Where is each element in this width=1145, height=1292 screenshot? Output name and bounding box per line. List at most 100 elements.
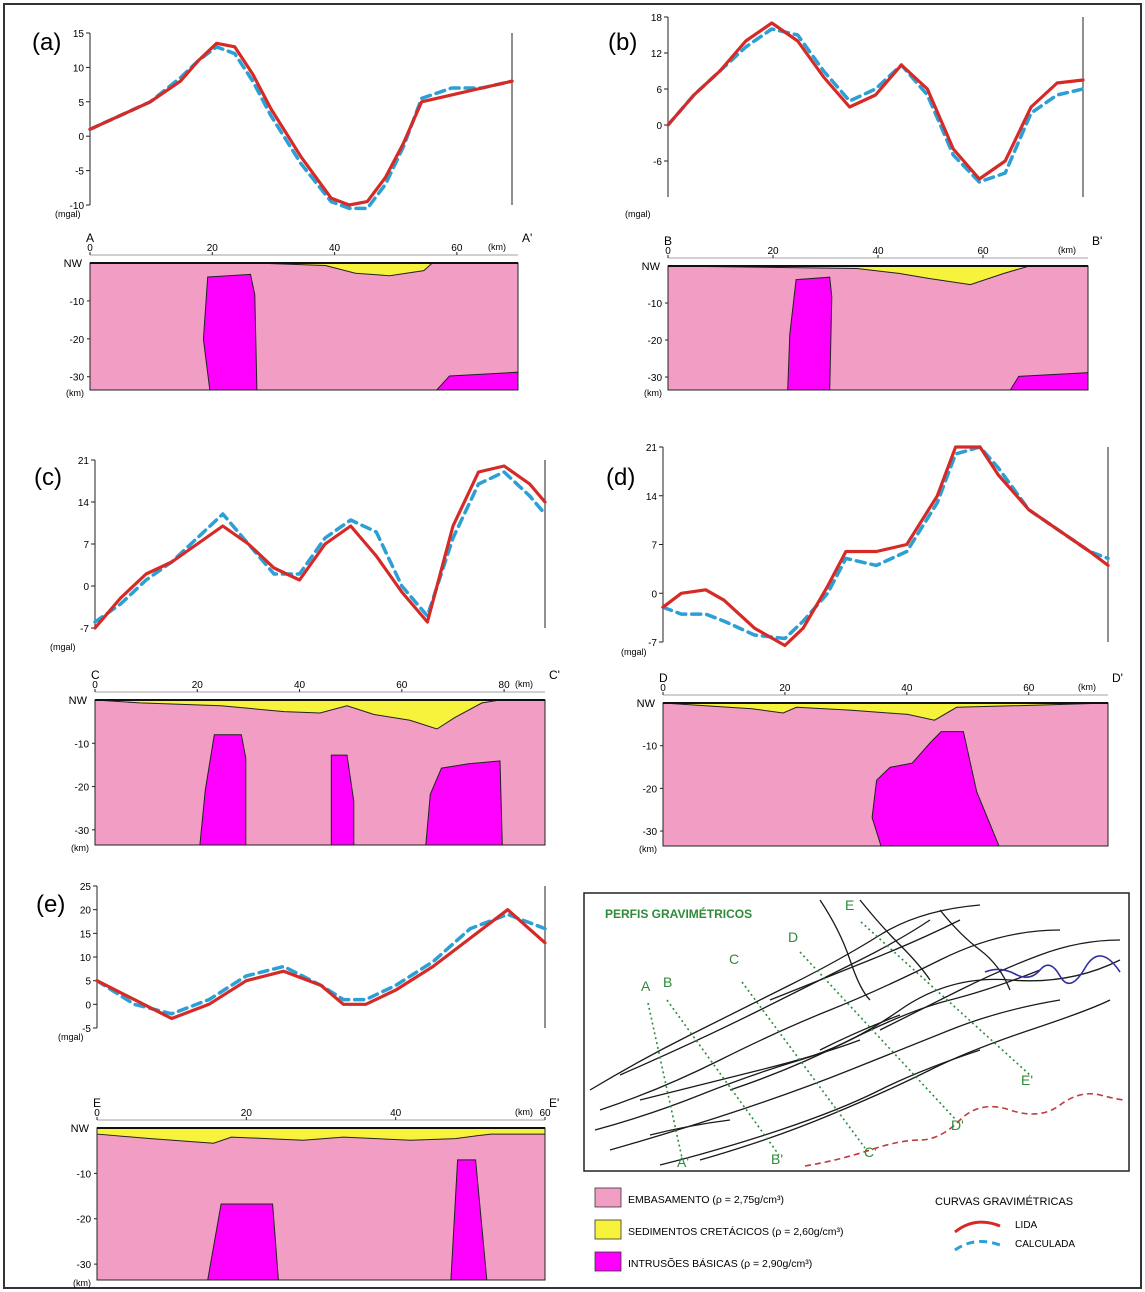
depth-unit-label: (km) [644, 388, 662, 398]
depth-tick-label: -20 [648, 336, 663, 347]
profile-start-label: A [86, 231, 94, 245]
y-tick-label: 10 [73, 63, 85, 74]
y-tick-label: 7 [83, 540, 89, 551]
fault-line [599, 929, 1061, 1111]
map-frame [583, 892, 1130, 1172]
y-tick-label: 15 [73, 29, 85, 40]
direction-label: NW [642, 261, 661, 273]
fault-line [609, 999, 1061, 1151]
y-tick-label: 14 [78, 498, 90, 509]
depth-tick-label: -10 [75, 739, 90, 750]
depth-tick-label: -30 [77, 1260, 92, 1271]
legend-label-intrusoes: INTRUSÕES BÁSICAS (ρ = 2,90g/cm³) [628, 1257, 812, 1270]
panel-label: (a) [32, 29, 61, 56]
y-tick-label: 20 [80, 906, 92, 917]
y-tick-label: 6 [656, 85, 662, 96]
panel-label: (d) [606, 464, 635, 491]
panel-label: (b) [608, 29, 637, 56]
legend-label-lida: LIDA [1015, 1220, 1038, 1231]
x-tick-label: 0 [660, 683, 666, 694]
x-tick-label: 20 [767, 246, 779, 257]
y-tick-label: -5 [82, 1024, 91, 1035]
y-tick-label: 0 [78, 132, 84, 143]
river-line [984, 955, 1121, 985]
map-profile-lines: A A' B B' C C' D D' E E' [641, 897, 1033, 1170]
profile-end-marker: B' [771, 1151, 783, 1167]
intrusao-body [450, 1159, 488, 1281]
x-tick-label: 20 [192, 680, 204, 691]
x-tick-label: 80 [499, 680, 511, 691]
profile-line [799, 951, 957, 1121]
profile-start-label: E [93, 1096, 101, 1110]
profile-line [666, 999, 780, 1156]
x-tick-label: 20 [779, 683, 791, 694]
fault-line [699, 999, 1111, 1161]
fault-line [589, 904, 981, 1091]
depth-unit-label: (km) [66, 388, 84, 398]
y-tick-label: 12 [651, 49, 663, 60]
y-tick-label: 0 [656, 121, 662, 132]
panel-c: (c) 21 14 7 0 -7 (mgal) 0 20 40 60 80 (km) C C' NW -10 -2… [34, 456, 560, 853]
direction-label: NW [637, 698, 656, 710]
depth-unit-label: (km) [639, 844, 657, 854]
y-tick-label: 10 [80, 953, 92, 964]
x-tick-label: 20 [207, 243, 219, 254]
location-map: PERFIS GRAVIMÉTRICOS A A' B B' C C' D D' E E' [583, 892, 1130, 1172]
y-tick-label: 0 [85, 1000, 91, 1011]
y-tick-label: 21 [78, 456, 90, 467]
x-tick-label: 0 [665, 246, 671, 257]
x-unit-label: (km) [488, 242, 506, 252]
profile-end-label: A' [522, 231, 532, 245]
map-fault-lines [589, 899, 1126, 1167]
legend-label-sedimentos: SEDIMENTOS CRETÁCICOS (ρ = 2,60g/cm³) [628, 1225, 844, 1238]
x-tick-label: 60 [539, 1108, 551, 1119]
legend-swatch-sedimentos [594, 1219, 622, 1240]
x-tick-label: 40 [872, 246, 884, 257]
legend: EMBASAMENTO (ρ = 2,75g/cm³) SEDIMENTOS C… [594, 1187, 1075, 1272]
fault-line [879, 939, 1121, 1031]
profile-end-marker: C' [864, 1144, 877, 1160]
x-tick-label: 60 [1023, 683, 1035, 694]
y-tick-label: 21 [646, 443, 658, 454]
depth-tick-label: -10 [648, 299, 663, 310]
y-tick-label: -6 [653, 157, 662, 168]
x-tick-label: 0 [94, 1108, 100, 1119]
fault-line [659, 1049, 981, 1166]
legend-label-calculada: CALCULADA [1015, 1239, 1075, 1250]
fault-line [819, 899, 871, 1001]
intrusao-body [787, 276, 833, 391]
depth-tick-label: -30 [648, 373, 663, 384]
legend-label-embasamento: EMBASAMENTO (ρ = 2,75g/cm³) [628, 1194, 784, 1206]
fault-line [769, 919, 961, 1001]
intrusao-body [330, 754, 355, 846]
intrusao-body [871, 731, 1000, 847]
x-tick-label: 0 [92, 680, 98, 691]
figure-frame [3, 3, 1142, 1289]
intrusao-body [202, 273, 258, 391]
fault-line [639, 1039, 861, 1101]
profile-start-marker: E [845, 897, 854, 913]
y-tick-label: 0 [83, 582, 89, 593]
x-tick-label: 40 [390, 1108, 402, 1119]
profile-end-marker: E' [1021, 1072, 1033, 1088]
intrusao-body [425, 760, 503, 846]
y-tick-label: 5 [85, 977, 91, 988]
profile-start-marker: A [641, 978, 651, 994]
x-tick-label: 60 [396, 680, 408, 691]
direction-label: NW [71, 1123, 90, 1135]
y-tick-label: 0 [651, 589, 657, 600]
y-axis-label: (mgal) [50, 642, 76, 652]
y-tick-label: -7 [80, 624, 89, 635]
x-tick-label: 40 [294, 680, 306, 691]
fault-line [859, 899, 931, 981]
panel-label: (c) [34, 464, 62, 491]
panel-label: (e) [36, 891, 65, 918]
direction-label: NW [64, 258, 83, 270]
series-line-lida [95, 908, 547, 1021]
depth-unit-label: (km) [71, 843, 89, 853]
depth-tick-label: -20 [75, 783, 90, 794]
profile-start-marker: B [663, 974, 672, 990]
fault-line [729, 969, 1041, 1091]
